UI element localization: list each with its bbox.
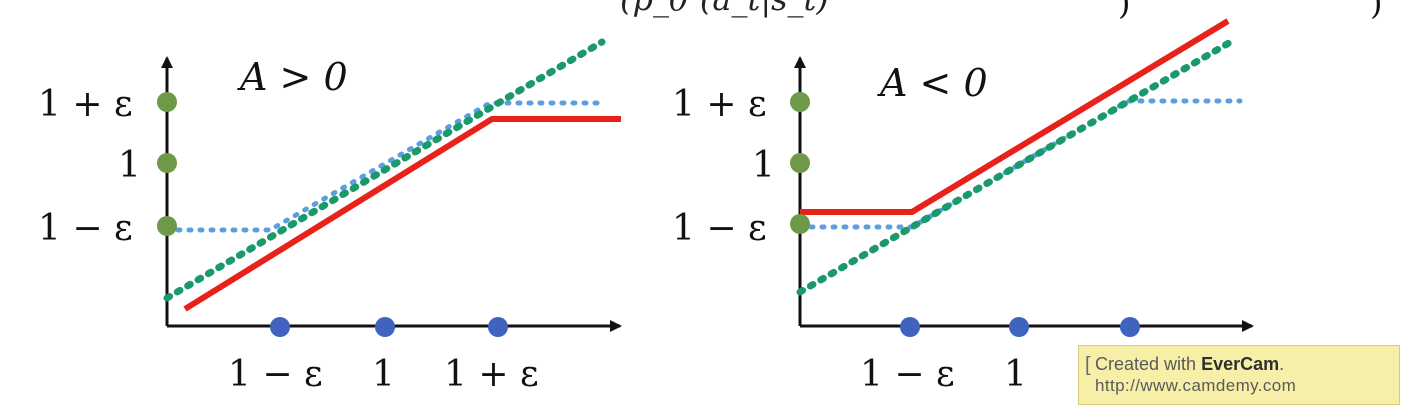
right-ypoint-upper [790, 92, 810, 112]
watermark-line-1: Created with EverCam. [1095, 353, 1399, 375]
watermark-url: http://www.camdemy.com [1095, 376, 1297, 395]
left-xpoint-middle [375, 317, 395, 337]
right-xtick-lower: 1 − ε [860, 354, 955, 395]
left-xpoint-lower [270, 317, 290, 337]
left-ytick-lower: 1 − ε [38, 208, 133, 249]
right-ytick-upper: 1 + ε [672, 84, 767, 125]
left-red-line [183, 116, 621, 312]
right-panel-title: A < 0 [877, 61, 988, 105]
watermark-bracket: [ [1085, 354, 1091, 376]
right-red-line [800, 18, 1230, 215]
formula-fragment: (p_θᵏ(a_t|s_t) [620, 0, 829, 18]
left-green-dotted-line [163, 38, 606, 302]
formula-paren-right-1: ) [1118, 0, 1130, 22]
left-blue-dotted-line [164, 100, 603, 233]
right-ytick-middle: 1 [752, 145, 775, 186]
left-panel-title: A > 0 [237, 55, 348, 99]
right-xpoint-upper [1120, 317, 1140, 337]
left-ypoint-upper [157, 92, 177, 112]
right-ypoint-middle [790, 153, 810, 173]
left-xtick-middle: 1 [372, 354, 395, 395]
left-ytick-upper: 1 + ε [38, 84, 133, 125]
right-green-dotted-line [796, 36, 1238, 296]
left-ypoint-lower [157, 216, 177, 236]
formula-paren-right-2: ) [1370, 0, 1382, 22]
right-xtick-middle: 1 [1004, 354, 1027, 395]
watermark-suffix: . [1279, 354, 1285, 374]
left-ytick-middle: 1 [118, 145, 141, 186]
right-ytick-lower: 1 − ε [672, 208, 767, 249]
right-xpoint-middle [1009, 317, 1029, 337]
watermark-brand: EverCam [1201, 354, 1280, 374]
right-ypoint-lower [790, 214, 810, 234]
left-xpoint-upper [488, 317, 508, 337]
left-xtick-upper: 1 + ε [444, 354, 539, 395]
evercam-watermark: [ Created with EverCam. http://www.camde… [1078, 345, 1400, 405]
right-xpoint-lower [900, 317, 920, 337]
watermark-prefix: Created with [1095, 354, 1202, 374]
left-ypoint-middle [157, 153, 177, 173]
right-blue-dotted-line [797, 98, 1243, 230]
left-xtick-lower: 1 − ε [228, 354, 323, 395]
